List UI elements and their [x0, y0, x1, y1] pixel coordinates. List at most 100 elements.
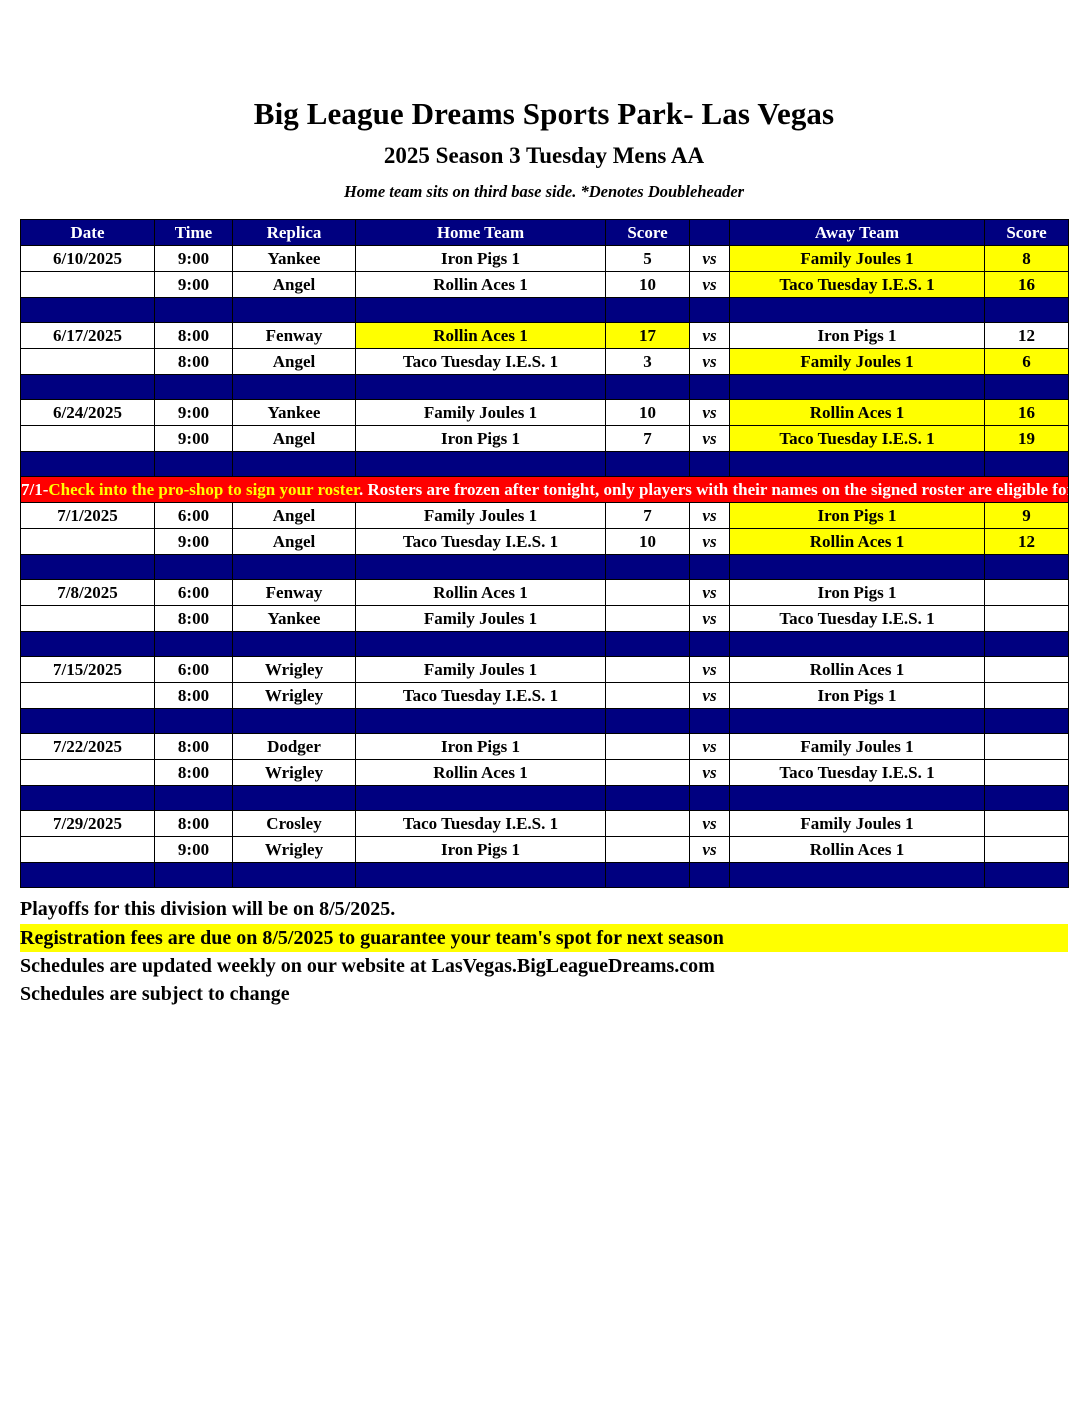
cell-away-score: 9 — [984, 502, 1069, 530]
separator-cell — [689, 374, 730, 401]
cell-away-team: Rollin Aces 1 — [729, 656, 985, 684]
cell-date: 7/22/2025 — [20, 733, 155, 761]
table-row: 9:00 Angel Taco Tuesday I.E.S. 1 10 vs Rollin… — [20, 528, 1069, 556]
column-header-vs — [689, 219, 730, 247]
separator-cell — [232, 785, 356, 812]
cell-home-team: Iron Pigs 1 — [355, 836, 606, 864]
footer-note-line: Schedules are updated weekly on our webs… — [20, 954, 715, 977]
cell-date: 6/17/2025 — [20, 322, 155, 350]
cell-vs: vs — [689, 322, 730, 350]
cell-away-team: Family Joules 1 — [729, 348, 985, 376]
cell-vs: vs — [689, 399, 730, 427]
separator-cell — [232, 631, 356, 658]
cell-home-score: 7 — [605, 425, 690, 453]
cell-time: 8:00 — [154, 322, 233, 350]
cell-home-score — [605, 656, 690, 684]
separator-cell — [729, 297, 985, 324]
notice-row: 7/1-Check into the pro-shop to sign your… — [20, 476, 1069, 504]
header-row: Date Time Replica Home Team Score Away T… — [20, 219, 1069, 247]
separator-cell — [20, 297, 155, 324]
cell-replica: Yankee — [232, 245, 356, 273]
week-separator-row — [20, 374, 1069, 401]
cell-date: 7/1/2025 — [20, 502, 155, 530]
schedule-document: Big League Dreams Sports Park- Las Vegas… — [0, 0, 1088, 1005]
cell-replica: Wrigley — [232, 682, 356, 710]
separator-cell — [232, 451, 356, 478]
cell-away-score — [984, 836, 1069, 864]
cell-replica: Angel — [232, 425, 356, 453]
cell-away-team: Family Joules 1 — [729, 245, 985, 273]
cell-away-team: Iron Pigs 1 — [729, 682, 985, 710]
table-row: 7/1/2025 6:00 Angel Family Joules 1 7 vs Iron … — [20, 502, 1069, 530]
cell-home-team: Taco Tuesday I.E.S. 1 — [355, 682, 606, 710]
cell-time: 8:00 — [154, 605, 233, 633]
column-header-replica: Replica — [232, 219, 356, 247]
cell-away-team: Taco Tuesday I.E.S. 1 — [729, 605, 985, 633]
separator-cell — [154, 451, 233, 478]
table-row: 6/17/2025 8:00 Fenway Rollin Aces 1 17 vs Iron… — [20, 322, 1069, 350]
cell-away-team: Taco Tuesday I.E.S. 1 — [729, 759, 985, 787]
separator-cell — [355, 374, 606, 401]
separator-cell — [689, 554, 730, 581]
cell-away-score — [984, 579, 1069, 607]
cell-home-score: 10 — [605, 271, 690, 299]
separator-cell — [232, 554, 356, 581]
separator-cell — [984, 708, 1069, 735]
cell-home-team: Iron Pigs 1 — [355, 733, 606, 761]
cell-away-team: Taco Tuesday I.E.S. 1 — [729, 425, 985, 453]
cell-home-team: Family Joules 1 — [355, 605, 606, 633]
cell-home-team: Family Joules 1 — [355, 502, 606, 530]
cell-time: 6:00 — [154, 502, 233, 530]
cell-time: 8:00 — [154, 682, 233, 710]
separator-cell — [232, 374, 356, 401]
document-header: Big League Dreams Sports Park- Las Vegas… — [0, 0, 1088, 201]
separator-cell — [232, 297, 356, 324]
cell-vs: vs — [689, 605, 730, 633]
table-row: 6/10/2025 9:00 Yankee Iron Pigs 1 5 vs Family … — [20, 245, 1069, 273]
cell-vs: vs — [689, 733, 730, 761]
cell-date — [20, 759, 155, 787]
separator-cell — [20, 862, 155, 889]
cell-away-score: 12 — [984, 528, 1069, 556]
cell-home-score — [605, 733, 690, 761]
week-separator-row — [20, 708, 1069, 735]
cell-home-team: Iron Pigs 1 — [355, 425, 606, 453]
cell-away-team: Taco Tuesday I.E.S. 1 — [729, 271, 985, 299]
separator-cell — [605, 862, 690, 889]
separator-cell — [20, 554, 155, 581]
cell-home-team: Family Joules 1 — [355, 656, 606, 684]
cell-replica: Angel — [232, 502, 356, 530]
cell-date — [20, 271, 155, 299]
separator-cell — [605, 451, 690, 478]
table-row: 8:00 Wrigley Taco Tuesday I.E.S. 1 vs Iron P… — [20, 682, 1069, 710]
cell-away-score: 16 — [984, 399, 1069, 427]
separator-cell — [154, 862, 233, 889]
cell-time: 8:00 — [154, 733, 233, 761]
separator-cell — [154, 708, 233, 735]
cell-home-team: Rollin Aces 1 — [355, 271, 606, 299]
separator-cell — [154, 631, 233, 658]
column-header-away-score: Score — [984, 219, 1069, 247]
cell-vs: vs — [689, 759, 730, 787]
separator-cell — [355, 708, 606, 735]
schedule-table-wrapper: Date Time Replica Home Team Score Away T… — [20, 219, 1069, 889]
cell-time: 8:00 — [154, 810, 233, 838]
cell-away-team: Iron Pigs 1 — [729, 502, 985, 530]
column-header-date: Date — [20, 219, 155, 247]
cell-time: 8:00 — [154, 348, 233, 376]
separator-cell — [984, 297, 1069, 324]
cell-home-score: 10 — [605, 399, 690, 427]
separator-cell — [20, 708, 155, 735]
cell-away-team: Family Joules 1 — [729, 733, 985, 761]
separator-cell — [984, 862, 1069, 889]
cell-away-score: 6 — [984, 348, 1069, 376]
cell-replica: Angel — [232, 528, 356, 556]
table-row: 7/8/2025 6:00 Fenway Rollin Aces 1 vs Iron Pi… — [20, 579, 1069, 607]
cell-date: 7/15/2025 — [20, 656, 155, 684]
cell-date — [20, 425, 155, 453]
cell-date: 7/29/2025 — [20, 810, 155, 838]
cell-home-score — [605, 759, 690, 787]
cell-away-score — [984, 682, 1069, 710]
column-header-home-score: Score — [605, 219, 690, 247]
cell-replica: Yankee — [232, 605, 356, 633]
